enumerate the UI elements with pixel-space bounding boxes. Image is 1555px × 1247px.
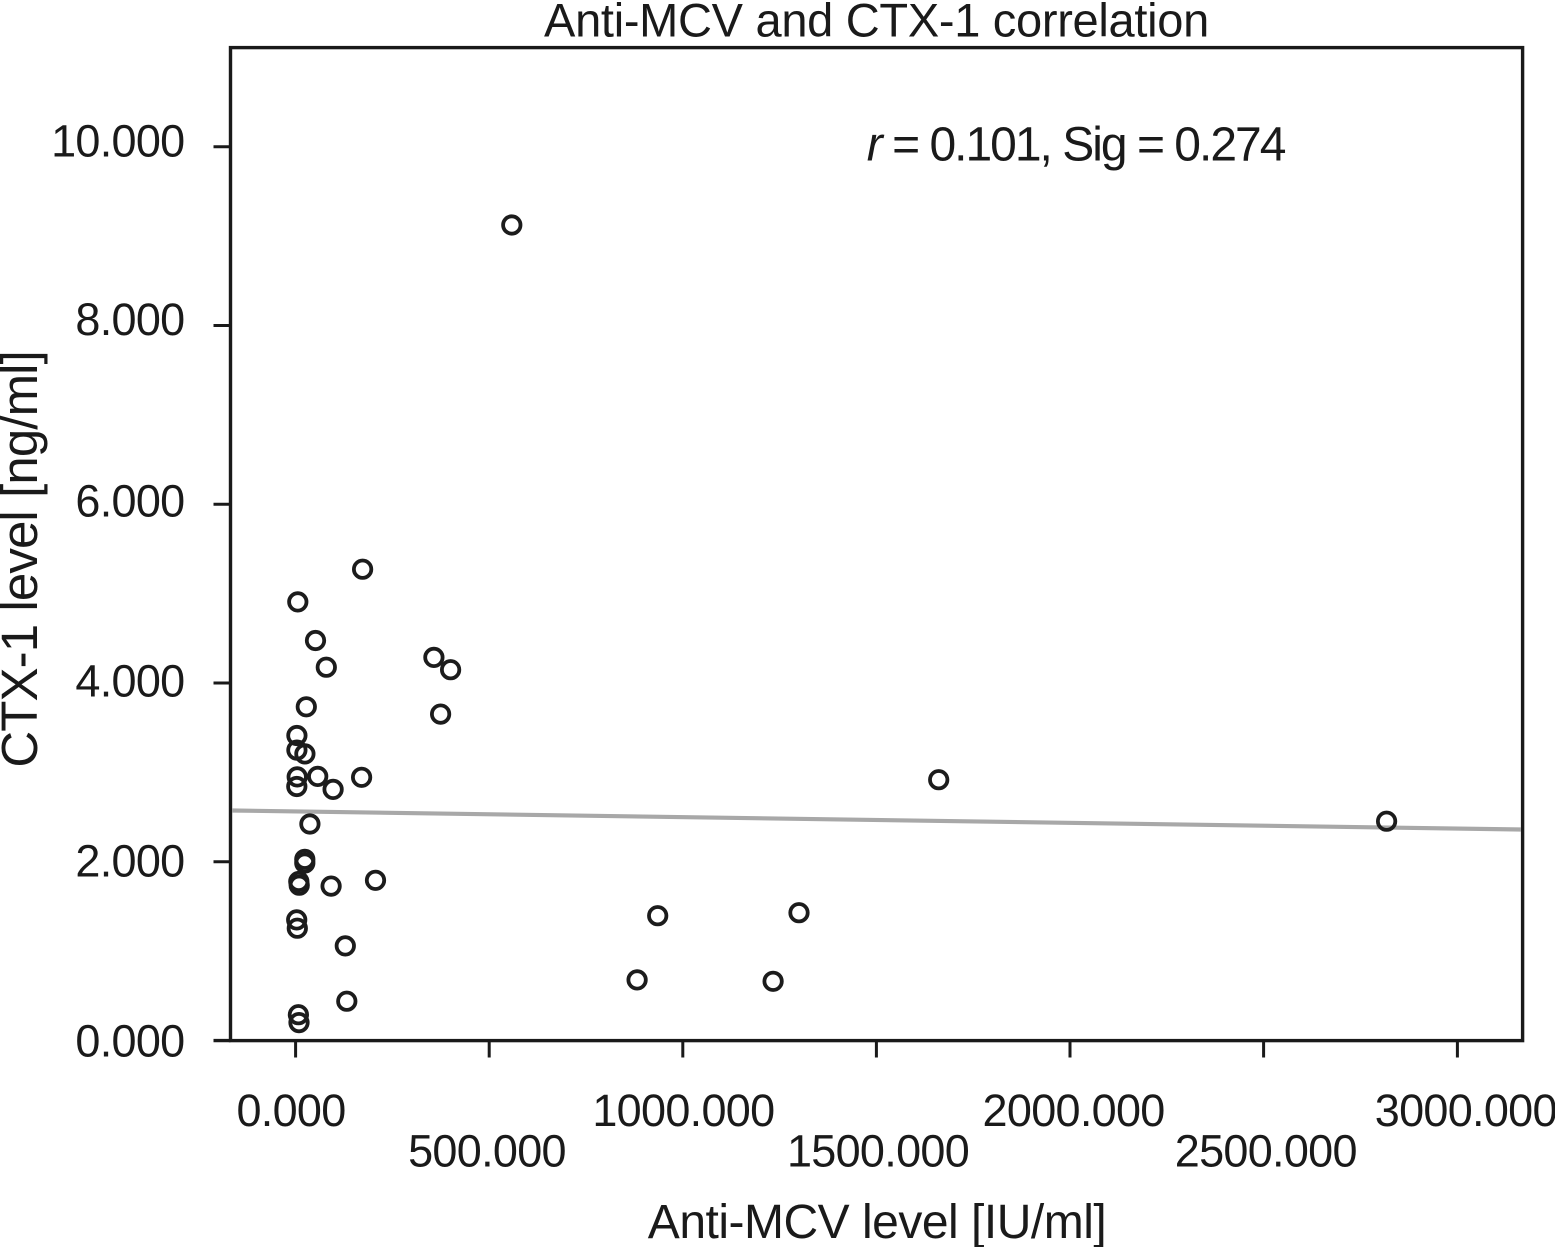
svg-text:CTX-1 level [ng/ml]: CTX-1 level [ng/ml] <box>0 351 48 768</box>
svg-text:6.000: 6.000 <box>75 476 184 527</box>
svg-text:0.000: 0.000 <box>75 1016 184 1067</box>
svg-text:2500.000: 2500.000 <box>1175 1125 1357 1176</box>
svg-text:Anti-MCV and CTX-1 correlation: Anti-MCV and CTX-1 correlation <box>544 0 1209 47</box>
svg-text:3000.000: 3000.000 <box>1375 1085 1555 1136</box>
svg-text:8.000: 8.000 <box>75 294 184 345</box>
svg-text:1000.000: 1000.000 <box>592 1085 774 1136</box>
svg-text:0.000: 0.000 <box>236 1085 345 1136</box>
svg-text:4.000: 4.000 <box>75 656 184 707</box>
svg-text:r = 0.101, Sig = 0.274: r = 0.101, Sig = 0.274 <box>867 119 1286 172</box>
svg-text:500.000: 500.000 <box>408 1125 566 1176</box>
svg-text:2000.000: 2000.000 <box>983 1085 1165 1136</box>
svg-text:10.000: 10.000 <box>51 115 184 166</box>
svg-text:Anti-MCV level [IU/ml]: Anti-MCV level [IU/ml] <box>648 1196 1106 1247</box>
svg-text:2.000: 2.000 <box>75 836 184 887</box>
svg-text:1500.000: 1500.000 <box>787 1125 969 1176</box>
